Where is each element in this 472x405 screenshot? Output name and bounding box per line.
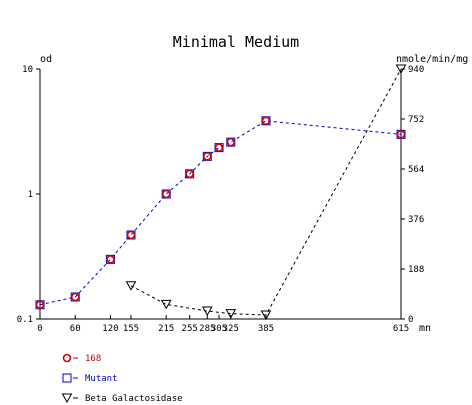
data-point-168: [35, 300, 45, 310]
legend: 168 Mutant Beta Galactosidase: [61, 353, 183, 404]
y-left-ticks: 0.1 1 10: [17, 65, 40, 325]
y-right-ticks: 0 188 376 564 752 940: [401, 65, 424, 325]
x-unit-label: mn: [419, 323, 431, 334]
x-tick-label: 60: [70, 324, 81, 334]
data-point-168: [214, 143, 224, 152]
y-right-tick-label: 940: [408, 65, 424, 75]
legend-marker-mutant: [62, 373, 72, 383]
legend-item-168: 168: [62, 353, 101, 364]
x-tick-label: 0: [37, 324, 42, 334]
data-point-168: [396, 130, 406, 139]
data-point-beta-galactosidase: [225, 309, 237, 319]
data-point-168: [106, 255, 115, 264]
data-point-beta-galactosidase: [160, 299, 172, 310]
data-point-168: [261, 116, 271, 126]
chart-title: Minimal Medium: [173, 33, 299, 51]
y-right-tick-label: 752: [408, 115, 424, 125]
legend-marker-168: [62, 353, 72, 363]
y-left-tick-label: 10: [22, 65, 33, 75]
x-tick-label: 255: [182, 324, 198, 334]
legend-label-mutant: Mutant: [85, 374, 118, 384]
data-point-168: [202, 152, 212, 161]
data-point-168: [226, 137, 236, 147]
x-tick-label: 325: [223, 324, 239, 334]
legend-label-beta-galactosidase: Beta Galactosidase: [85, 394, 183, 404]
data-point-168: [70, 292, 80, 302]
data-point-beta-galactosidase: [125, 281, 137, 291]
series-line-mutant: [39, 120, 402, 306]
x-tick-label: 215: [158, 324, 174, 334]
x-tick-label: 120: [102, 324, 118, 334]
data-point-beta-galactosidase: [201, 306, 213, 317]
y-left-tick-label: 0.1: [17, 315, 33, 325]
series-lines: [39, 68, 402, 316]
x-tick-label: 305: [211, 324, 227, 334]
y-left-tick-label: 1: [28, 190, 33, 200]
y-left-label: od: [40, 54, 52, 65]
data-point-168: [185, 169, 194, 179]
legend-marker-beta-galactosidase: [61, 393, 73, 404]
data-point-beta-galactosidase: [260, 310, 272, 321]
legend-item-beta-galactosidase: Beta Galactosidase: [61, 393, 183, 404]
data-point-168: [126, 230, 136, 240]
data-point-168: [161, 189, 171, 199]
y-right-tick-label: 376: [408, 215, 424, 225]
y-right-label: nmole/min/mg: [396, 54, 468, 65]
y-right-tick-label: 188: [408, 265, 424, 275]
legend-label-168: 168: [85, 354, 101, 364]
series-line-beta-galactosidase: [130, 68, 402, 316]
y-right-tick-label: 0: [408, 315, 413, 325]
y-right-tick-label: 564: [408, 165, 424, 175]
legend-item-mutant: Mutant: [62, 373, 118, 384]
x-tick-label: 615: [393, 324, 409, 334]
series-markers: [35, 64, 407, 321]
x-tick-label: 385: [258, 324, 274, 334]
x-tick-label: 155: [123, 324, 139, 334]
x-tick-label: 285: [199, 324, 215, 334]
data-point-beta-galactosidase: [395, 64, 407, 75]
